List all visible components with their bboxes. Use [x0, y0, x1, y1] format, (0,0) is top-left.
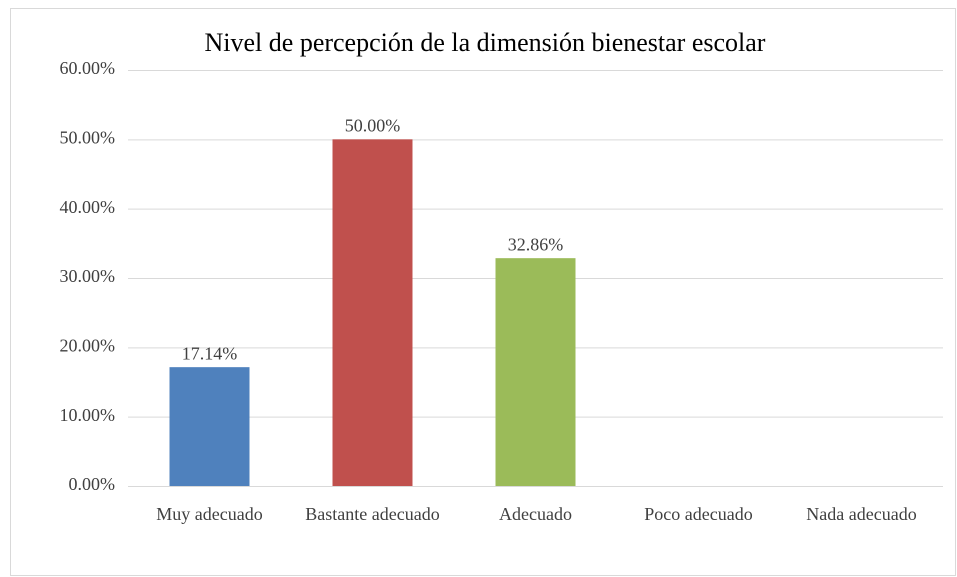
x-tick-label: Poco adecuado: [644, 504, 753, 524]
bar: [169, 367, 250, 486]
value-label: 50.00%: [345, 115, 401, 135]
x-tick-label: Bastante adecuado: [305, 504, 440, 524]
value-label: 17.14%: [182, 343, 238, 363]
y-tick-label: 0.00%: [69, 474, 116, 494]
bar: [332, 139, 413, 487]
y-tick-label: 10.00%: [60, 405, 116, 425]
y-tick-label: 40.00%: [60, 197, 116, 217]
x-tick-label: Muy adecuado: [156, 504, 263, 524]
chart-title: Nivel de percepción de la dimensión bien…: [205, 28, 766, 57]
y-tick-label: 30.00%: [60, 266, 116, 286]
chart-border: [10, 8, 956, 576]
y-tick-label: 50.00%: [60, 127, 116, 147]
x-tick-label: Nada adecuado: [806, 504, 917, 524]
y-tick-label: 20.00%: [60, 335, 116, 355]
x-tick-label: Adecuado: [499, 504, 572, 524]
bar: [495, 258, 576, 486]
y-tick-label: 60.00%: [60, 58, 116, 78]
value-label: 32.86%: [508, 234, 564, 254]
